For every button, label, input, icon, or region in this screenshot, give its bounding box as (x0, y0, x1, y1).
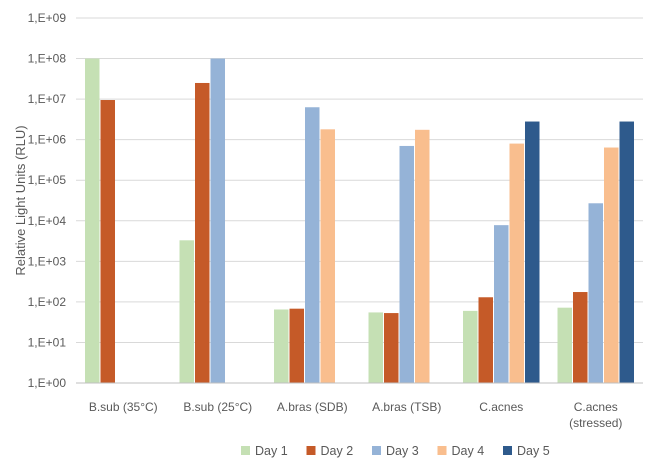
bar-day-2 (289, 308, 304, 383)
legend-swatch (306, 446, 316, 455)
x-tick-label: (stressed) (569, 416, 622, 430)
y-tick-label: 1,E+01 (28, 335, 67, 349)
bar-day-1 (368, 312, 383, 383)
bar-day-2 (100, 100, 115, 384)
bar-day-3 (399, 145, 414, 383)
legend-label: Day 5 (517, 444, 550, 458)
y-tick-label: 1,E+05 (28, 173, 67, 187)
x-tick-label: C.acnes (574, 400, 618, 414)
y-tick-label: 1,E+04 (28, 214, 67, 228)
bar-day-1 (85, 58, 100, 384)
legend-label: Day 3 (386, 444, 419, 458)
bar-day-2 (478, 297, 493, 383)
bar-day-5 (619, 121, 634, 383)
bar-day-5 (525, 121, 540, 383)
bar-day-1 (179, 240, 194, 383)
y-tick-label: 1,E+00 (28, 376, 67, 390)
y-tick-label: 1,E+09 (28, 11, 67, 25)
bar-day-1 (463, 310, 478, 383)
x-tick-label: C.acnes (479, 400, 523, 414)
y-tick-label: 1,E+02 (28, 295, 67, 309)
bar-day-1 (557, 307, 572, 383)
bar-day-2 (384, 313, 399, 383)
y-axis-title: Relative Light Units (RLU) (13, 125, 28, 275)
bar-day-1 (274, 309, 289, 383)
x-tick-label: B.sub (35°C) (89, 400, 158, 414)
bar-day-3 (588, 203, 603, 383)
bar-day-4 (604, 147, 619, 383)
bars (85, 58, 634, 384)
y-tick-label: 1,E+03 (28, 254, 67, 268)
bar-day-3 (210, 58, 225, 384)
bar-day-4 (320, 129, 335, 383)
grid-lines (76, 17, 643, 384)
legend-swatch (372, 446, 381, 455)
legend-swatch (241, 446, 250, 455)
bar-day-3 (305, 107, 320, 384)
bar-day-3 (494, 225, 509, 383)
bar-day-4 (509, 143, 524, 383)
legend-label: Day 1 (255, 444, 288, 458)
legend-swatch (503, 446, 512, 455)
y-axis-ticks: 1,E+00 1,E+01 1,E+02 1,E+03 1,E+04 1,E+05 1,E+… (28, 11, 67, 390)
y-tick-label: 1,E+07 (28, 92, 67, 106)
bar-day-4 (415, 129, 430, 383)
legend-swatch (437, 446, 447, 455)
x-tick-label: A.bras (SDB) (277, 400, 348, 414)
bar-day-2 (573, 292, 588, 383)
y-tick-label: 1,E+06 (28, 133, 67, 147)
legend: Day 1 Day 2 Day 3 Day 4 Day 5 (241, 444, 550, 458)
x-axis-ticks: B.sub (35°C) B.sub (25°C) A.bras (SDB) A.br… (89, 400, 623, 430)
x-tick-label: B.sub (25°C) (183, 400, 252, 414)
x-tick-label: A.bras (TSB) (372, 400, 441, 414)
bar-day-2 (195, 82, 210, 383)
legend-label: Day 4 (452, 444, 485, 458)
legend-label: Day 2 (321, 444, 354, 458)
y-tick-label: 1,E+08 (28, 52, 67, 66)
